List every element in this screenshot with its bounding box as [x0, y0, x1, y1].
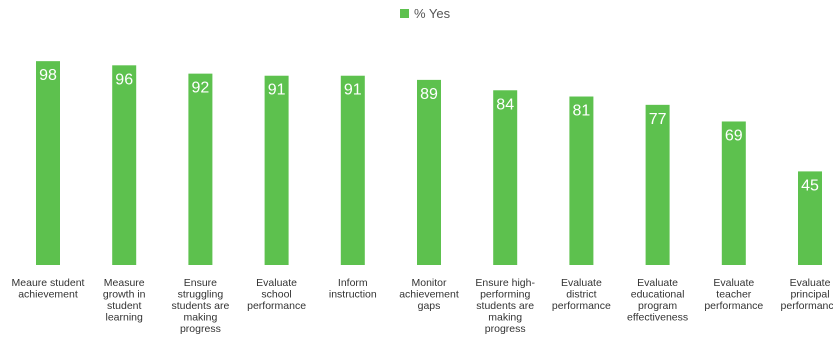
category-label-line: Monitor	[411, 277, 447, 289]
bar-5	[340, 75, 365, 265]
category-label-line: performance	[247, 300, 306, 312]
category-label-line: program	[638, 300, 677, 312]
bar-value-label-6: 89	[420, 86, 438, 103]
category-label-line: Inform	[338, 277, 368, 289]
category-label-line: Evaluate	[637, 277, 678, 289]
category-label-line: struggling	[178, 289, 224, 301]
category-label-11: Evaluateprincipalperformance	[781, 277, 833, 312]
category-label-5: Inform instruction	[329, 277, 377, 301]
category-label-line: growth in	[103, 289, 146, 301]
bar-value-label-5: 91	[344, 82, 362, 99]
bar-value-label-9: 77	[649, 111, 667, 128]
category-label-line: student	[107, 300, 142, 312]
category-label-line: effectiveness	[627, 312, 688, 324]
category-label-line: gaps	[418, 300, 441, 312]
bar-7	[493, 90, 518, 265]
bar-8	[569, 96, 594, 266]
bar-value-label-2: 96	[115, 71, 133, 88]
category-label-7: Ensure high-performing students are making…	[475, 277, 535, 335]
category-label-9: Evaluate educational program effectiveness	[627, 277, 688, 324]
bar-11	[798, 171, 822, 265]
bar-value-label-4: 91	[268, 82, 286, 99]
bar-value-label-3: 92	[192, 80, 210, 97]
category-label-6: Monitor achievement gaps	[399, 277, 459, 312]
legend-label: % Yes	[414, 6, 451, 21]
category-label-line: students are	[172, 300, 230, 312]
category-label-8: Evaluate district performance	[552, 277, 611, 312]
bar-9	[645, 104, 670, 265]
bar-value-label-7: 84	[496, 96, 514, 113]
category-label-line: progress	[485, 323, 526, 335]
category-label-line: performance	[781, 300, 833, 312]
category-label-line: district	[566, 289, 596, 301]
category-label-2: Measure growth in student learning	[103, 277, 146, 324]
category-label-line: Ensure	[184, 277, 217, 289]
category-label-10: Evaluate teacher performance	[704, 277, 763, 312]
category-label-3: Ensure struggling students are making progre…	[172, 277, 230, 335]
bar-value-label-11: 45	[801, 177, 819, 194]
bar-value-label-1: 98	[39, 67, 57, 84]
category-label-line: making	[183, 312, 217, 324]
category-label-line: Evaluate	[561, 277, 602, 289]
category-label-line: making	[488, 312, 522, 324]
bar-6	[417, 79, 441, 265]
category-label-line: principal	[790, 289, 829, 301]
category-label-line: performance	[552, 300, 611, 312]
category-label-line: performance	[704, 300, 763, 312]
category-label-1: Meaure student achievement	[12, 277, 85, 301]
category-label-line: learning	[106, 312, 144, 324]
category-label-4: Evaluate school performance	[247, 277, 306, 312]
bar-3	[188, 73, 213, 265]
category-label-line: educational	[631, 289, 685, 301]
bar-2	[112, 65, 137, 265]
bars	[36, 61, 822, 266]
category-label-line: achievement	[18, 289, 78, 301]
bar-4	[264, 75, 289, 265]
bar-1	[36, 61, 60, 265]
category-label-line: teacher	[716, 289, 752, 301]
category-label-line: Measure	[104, 277, 145, 289]
legend: % Yes	[400, 6, 451, 21]
category-label-line: Evaluate	[713, 277, 754, 289]
category-label-line: Ensure high-	[475, 277, 535, 289]
bar-10	[721, 121, 746, 265]
category-label-line: progress	[180, 323, 221, 335]
legend-swatch	[400, 9, 409, 18]
category-label-line: instruction	[329, 289, 377, 301]
category-label-line: Evaluate	[256, 277, 297, 289]
category-label-line: performing	[480, 289, 530, 301]
category-label-line: Meaure student	[12, 277, 85, 289]
bar-value-label-8: 81	[573, 103, 591, 120]
value-labels: 98 96 92 91 91 89 84 81 77 69 45	[39, 67, 819, 194]
category-label-line: school	[261, 289, 291, 301]
category-label-line: students are	[476, 300, 534, 312]
category-label-line: Evaluate	[790, 277, 831, 289]
bar-value-label-10: 69	[725, 127, 743, 144]
category-label-line: achievement	[399, 289, 459, 301]
